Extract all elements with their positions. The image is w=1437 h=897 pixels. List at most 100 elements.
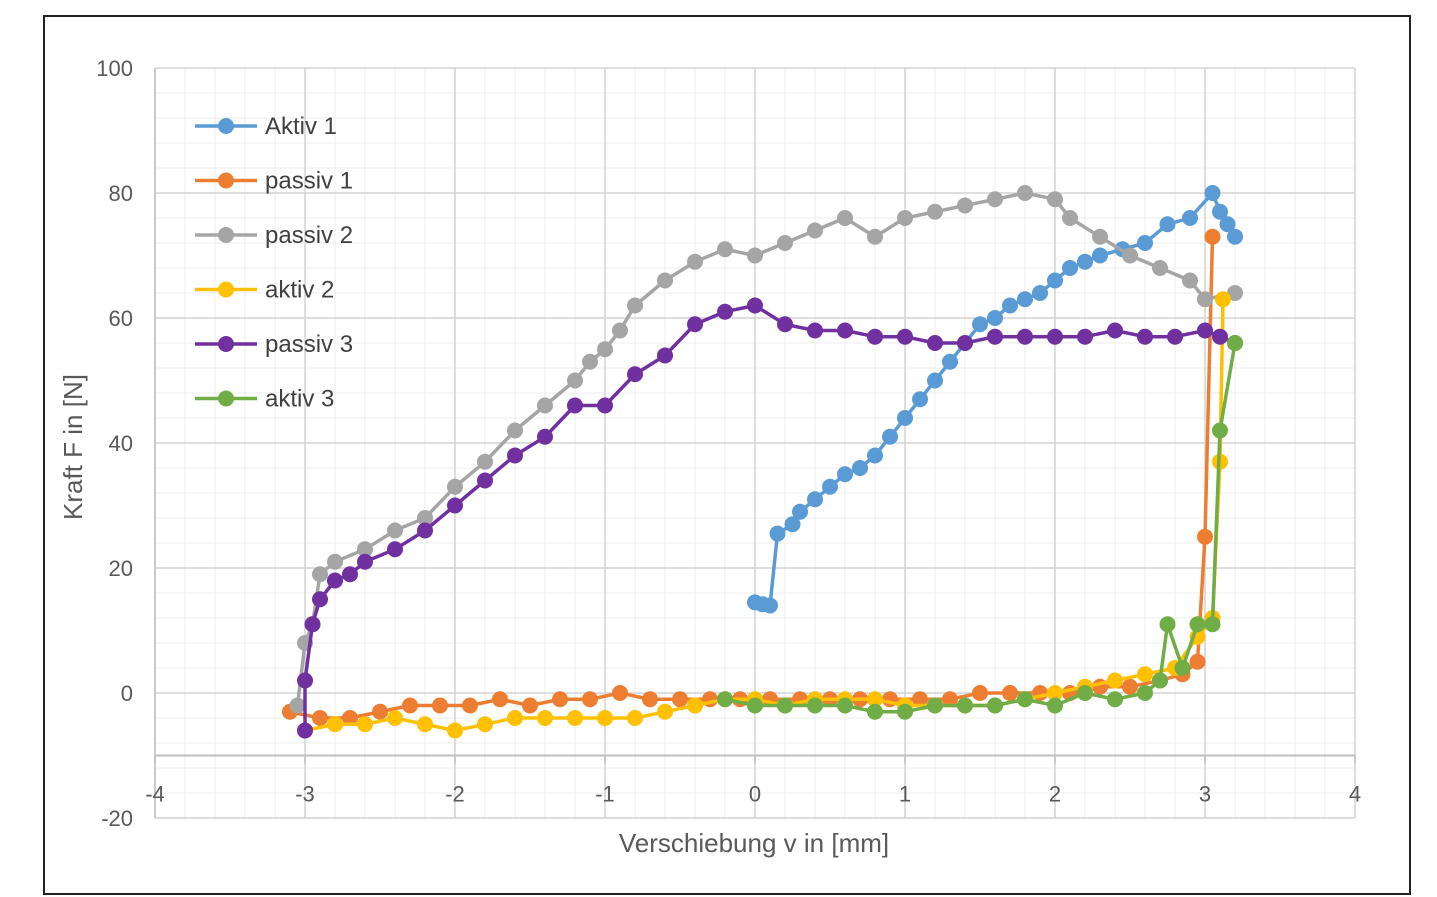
data-point-passiv-3: [567, 397, 583, 414]
series-line-passiv-2: [295, 191, 1236, 706]
data-point-passiv-1: [552, 691, 568, 708]
data-point-passiv-3: [1137, 328, 1153, 345]
data-point-aktiv-1: [1137, 235, 1153, 251]
legend-entry-passiv-1: passiv 1: [195, 168, 353, 195]
series-line-aktiv-2: [304, 299, 1225, 733]
data-point-passiv-2: [1092, 228, 1108, 245]
data-point-aktiv-3: [867, 703, 883, 720]
data-point-aktiv-1: [792, 503, 808, 520]
data-point-passiv-3: [627, 366, 643, 383]
legend-swatch-marker: [218, 281, 234, 298]
data-point-passiv-3: [957, 335, 973, 351]
data-point-aktiv-1: [1227, 228, 1243, 245]
data-point-aktiv-2: [447, 722, 463, 739]
data-point-passiv-2: [927, 203, 943, 220]
data-point-aktiv-1: [1047, 272, 1063, 289]
data-point-aktiv-1: [807, 491, 823, 508]
data-point-passiv-3: [537, 428, 553, 445]
data-point-passiv-3: [897, 328, 913, 345]
legend-swatch-marker: [218, 336, 234, 352]
data-point-passiv-1: [432, 697, 448, 714]
data-point-aktiv-1: [1219, 216, 1236, 233]
data-point-passiv-1: [972, 685, 988, 701]
data-point-aktiv-3: [927, 697, 943, 714]
chart: -4 -3 -2 -1 0 1 2 3 4 -20 0 20 40 60 80 100 Verschiebun…: [58, 56, 1361, 858]
data-point-aktiv-3: [1152, 672, 1168, 689]
data-point-passiv-2: [1047, 191, 1063, 208]
data-point-aktiv-1: [1204, 185, 1221, 201]
data-point-passiv-3: [747, 297, 763, 314]
data-point-passiv-3: [1077, 328, 1093, 345]
data-point-passiv-2: [1227, 285, 1243, 301]
data-point-aktiv-2: [417, 716, 433, 733]
data-point-passiv-2: [687, 253, 703, 270]
series-passiv-3: [297, 297, 1243, 739]
data-point-passiv-3: [1017, 328, 1033, 345]
x-tick-label: 4: [1349, 782, 1361, 807]
data-point-passiv-1: [1197, 528, 1213, 545]
data-point-passiv-3: [987, 328, 1003, 345]
data-point-aktiv-3: [1107, 691, 1123, 708]
data-point-passiv-1: [642, 691, 658, 708]
data-point-aktiv-1: [784, 516, 801, 533]
data-point-passiv-2: [447, 478, 463, 495]
data-point-passiv-2: [747, 247, 763, 264]
data-point-aktiv-2: [597, 710, 613, 726]
data-point-passiv-2: [1062, 210, 1078, 226]
data-point-passiv-2: [867, 228, 883, 245]
data-point-passiv-3: [477, 472, 493, 489]
data-point-passiv-3: [327, 572, 343, 589]
data-point-aktiv-3: [957, 697, 973, 714]
data-point-passiv-1: [1204, 228, 1221, 245]
legend: Aktiv 1 passiv 1 passiv 2 aktiv 2 passiv 3 ak…: [195, 113, 353, 413]
data-point-aktiv-2: [1107, 672, 1123, 689]
data-point-passiv-3: [1047, 328, 1063, 345]
data-point-aktiv-2: [867, 691, 883, 708]
data-point-aktiv-2: [357, 716, 373, 733]
y-tick-label: 20: [109, 556, 133, 581]
data-point-passiv-3: [342, 566, 358, 583]
data-point-passiv-2: [1122, 247, 1138, 264]
data-point-passiv-2: [327, 553, 343, 570]
data-point-passiv-2: [312, 566, 328, 583]
series-aktiv-1: [747, 185, 1243, 614]
data-point-passiv-2: [1017, 185, 1033, 201]
data-point-aktiv-1: [769, 525, 786, 542]
legend-entry-aktiv-2: aktiv 2: [195, 277, 334, 304]
y-tick-label: 100: [96, 56, 133, 81]
data-point-passiv-2: [807, 222, 823, 239]
y-axis-title: Kraft F in [N]: [58, 374, 88, 520]
data-point-aktiv-1: [762, 597, 778, 614]
data-point-aktiv-3: [1204, 616, 1221, 633]
data-point-passiv-2: [657, 272, 673, 289]
data-point-passiv-1: [942, 691, 958, 708]
data-point-passiv-3: [417, 522, 433, 539]
data-point-passiv-3: [1197, 322, 1213, 339]
legend-swatch-marker: [218, 227, 234, 243]
data-point-passiv-3: [447, 497, 463, 514]
data-point-passiv-2: [567, 372, 583, 389]
data-point-aktiv-2: [1047, 685, 1063, 701]
legend-label: passiv 2: [265, 222, 353, 249]
data-point-passiv-1: [312, 710, 328, 726]
y-tick-label: 80: [109, 181, 133, 206]
data-point-passiv-1: [1189, 653, 1206, 670]
data-point-passiv-1: [582, 691, 598, 708]
data-point-aktiv-1: [927, 372, 943, 389]
data-point-aktiv-2: [1215, 291, 1231, 308]
series-aktiv-3: [717, 335, 1243, 720]
data-point-aktiv-3: [1227, 335, 1243, 351]
data-point-passiv-1: [492, 691, 508, 708]
data-point-aktiv-2: [567, 710, 583, 726]
data-point-passiv-3: [304, 616, 321, 633]
data-point-passiv-1: [672, 691, 688, 708]
x-tick-label: 1: [899, 782, 911, 807]
data-point-aktiv-3: [1017, 691, 1033, 708]
data-point-aktiv-3: [1189, 616, 1206, 633]
legend-swatch-marker: [218, 390, 234, 407]
data-point-passiv-2: [957, 197, 973, 214]
series-aktiv-2: [297, 291, 1231, 739]
series-layer: [282, 185, 1243, 739]
legend-entry-passiv-3: passiv 3: [195, 331, 353, 358]
data-point-passiv-2: [837, 210, 853, 226]
